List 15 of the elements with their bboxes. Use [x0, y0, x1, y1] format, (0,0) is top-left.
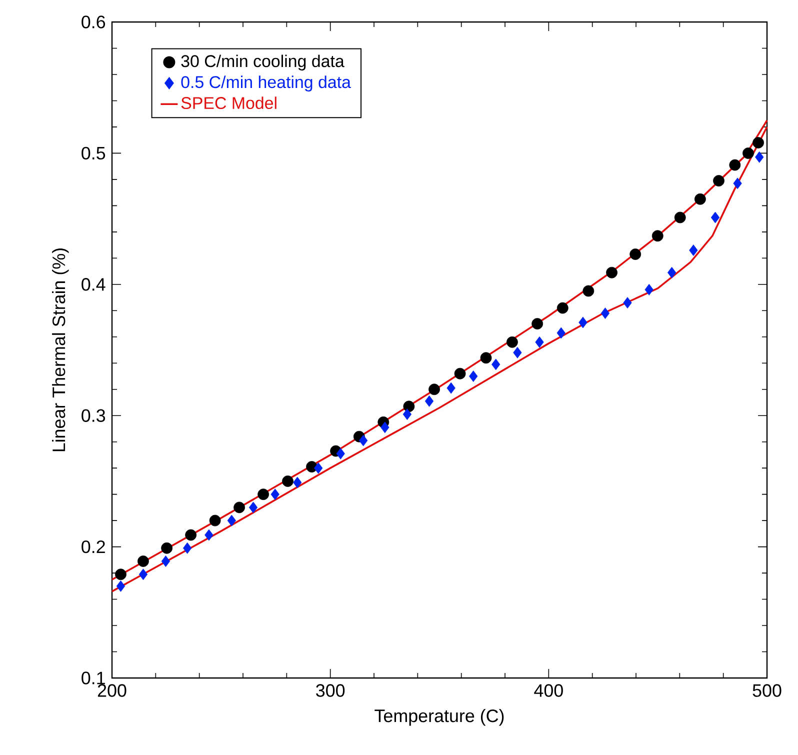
legend-label: 30 C/min cooling data	[181, 54, 344, 71]
legend-label: 0.5 C/min heating data	[181, 76, 351, 92]
y-tick-label: 0.3	[82, 409, 106, 422]
y-tick-label: 0.5	[82, 146, 106, 160]
legend-label: SPEC Model	[181, 96, 276, 110]
x-tick-label: 400	[534, 684, 563, 697]
y-tick-label: 0.4	[82, 278, 106, 291]
x-tick-label: 200	[98, 684, 126, 697]
x-tick-label: 500	[752, 684, 782, 697]
x-tick-label: 300	[316, 684, 345, 697]
y-tick-label: 0.1	[82, 672, 105, 684]
y-axis-title: Linear Thermal Strain (%)	[52, 248, 69, 452]
y-tick-label: 0.2	[82, 540, 105, 554]
x-axis-title: Temperature (C)	[374, 709, 504, 726]
y-tick-label: 0.6	[82, 16, 106, 28]
